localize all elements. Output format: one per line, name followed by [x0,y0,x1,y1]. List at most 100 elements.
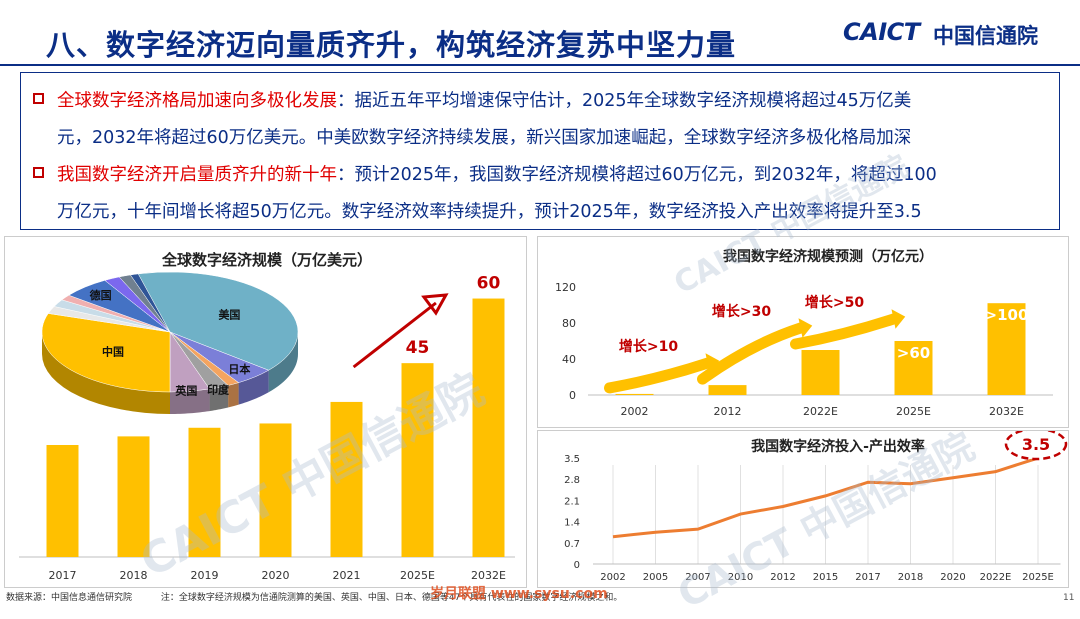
data-label: >60 [897,344,930,362]
pie-slice-label: 英国 [174,384,197,398]
series-line [612,456,1039,539]
chart-title: 我国数字经济投入-产出效率 [751,438,925,455]
pie-slice-side [238,370,269,405]
x-tick-label: 2022E [803,405,838,418]
bullet-1-highlight: 全球数字经济格局加速向多极化发展 [57,91,337,111]
pie-slice-side [268,332,298,393]
bar [401,363,434,557]
china-scale-chart: 我国数字经济规模预测（万亿元） 0 40 80 120 2002 2012 2022E 2025… [555,248,1053,418]
bar [615,393,654,395]
pie-slice-label: 美国 [218,307,240,321]
page-number: 11 [1063,593,1075,603]
bar [987,303,1026,395]
china-scale-panel: 我国数字经济规模预测（万亿元） 0 40 80 120 2002 2012 2022E 2025… [537,236,1069,428]
bar [801,350,840,395]
bullet-1-line-2: 元，2032年将超过60万亿美元。中美欧数字经济持续发展，新兴国家加速崛起，全球… [57,128,912,148]
global-chart-panel: 全球数字经济规模（万亿美元） 2017 2018 2019 2020 2021 2025E 4… [4,236,527,588]
bullet-2-line-2: 万亿元，十年间增长将超50万亿元。数字经济效率持续提升，预计2025年，数字经济… [57,202,922,222]
pie-slice [41,313,171,393]
chart-title: 我国数字经济规模预测（万亿元） [723,248,933,265]
callout-ellipse [1004,427,1068,461]
y-tick-label: 40 [562,353,576,366]
bullet-1-text: ：据近五年平均增速保守估计，2025年全球数字经济规模将超过45万亿美 [337,91,912,111]
x-tick-label: 2032E [471,569,506,582]
x-tick-label: 2002 [600,572,625,583]
x-tick-label: 2002 [621,405,649,418]
china-efficiency-chart: 我国数字经济投入-产出效率 0 0.7 1.4 2.1 2.8 3.5 2002 2005 200… [564,427,1068,583]
growth-arrow [604,357,713,394]
pie-slice [137,271,299,371]
bar [708,385,747,395]
data-label: 45 [406,338,430,358]
x-tick-label: 2021 [333,569,361,582]
growth-label: 增长>30 [712,303,771,320]
x-tick-label: 2010 [728,572,753,583]
bar [46,445,79,557]
x-tick-label: 2025E [400,569,435,582]
summary-box: 全球数字经济格局加速向多极化发展：据近五年平均增速保守估计，2025年全球数字经… [20,72,1060,230]
bullet-1-line-1: 全球数字经济格局加速向多极化发展：据近五年平均增速保守估计，2025年全球数字经… [57,87,911,112]
callout-label: 3.5 [1022,435,1050,454]
y-tick-label: 0.7 [564,539,580,550]
pie-slice-label: 印度 [207,382,230,396]
x-tick-label: 2015 [813,572,838,583]
x-tick-label: 2012 [714,405,742,418]
growth-arrow [697,322,806,385]
pie-slice-label: 日本 [228,362,250,376]
x-tick-label: 2017 [49,569,77,582]
page-title: 八、数字经济迈向量质齐升，构筑经济复苏中坚力量 [46,28,737,62]
bar [472,298,505,557]
growth-arrow-head [798,318,813,338]
logo-chinese-text: 中国信通院 [933,24,1038,48]
footer-source: 数据来源：中国信息通信研究院 [6,593,133,603]
growth-arrow-head [891,309,906,329]
pie-slice-side [42,332,170,414]
trend-arrow-shaft [352,301,437,369]
x-tick-label: 2019 [191,569,219,582]
y-tick-label: 2.8 [564,475,580,486]
pie-slice-label: 德国 [89,288,112,302]
y-tick-label: 3.5 [564,454,580,465]
logo-latin-text: CAICT [843,18,920,46]
footer-note: 注：全球数字经济规模为信通院测算的美国、英国、中国、日本、德国等47个具有代表性… [160,593,623,603]
pie-slice-label: 中国 [102,344,124,358]
bullet-2-line-1: 我国数字经济开启量质齐升的新十年：预计2025年，我国数字经济规模将超过60万亿… [57,161,937,186]
x-tick-label: 2018 [120,569,148,582]
bullet-square-icon [33,93,44,104]
bullet-square-icon [33,167,44,178]
growth-arrow [790,313,899,350]
bar [188,427,221,557]
trend-arrow-head [421,293,449,316]
pie-slice [130,273,171,333]
pie-slice-side [228,382,239,408]
x-tick-label: 2032E [989,405,1024,418]
x-tick-label: 2022E [980,572,1012,583]
bar [894,341,933,395]
bullet-2-highlight: 我国数字经济开启量质齐升的新十年 [57,165,337,185]
bar [330,401,363,557]
x-tick-label: 2025E [896,405,931,418]
chart-title: 全球数字经济规模（万亿美元） [161,251,372,269]
bullet-2-text: ：预计2025年，我国数字经济规模将超过60万亿元，到2032年，将超过100 [337,165,937,185]
header-divider [0,64,1080,66]
footer: 数据来源：中国信息通信研究院 注：全球数字经济规模为信通院测算的美国、英国、中国… [6,590,622,603]
y-tick-label: 80 [562,317,576,330]
y-tick-label: 120 [555,281,576,294]
growth-label: 增长>10 [619,338,678,355]
x-tick-label: 2020 [262,569,290,582]
x-tick-label: 2007 [685,572,710,583]
data-label: 60 [477,274,501,294]
data-label: >100 [985,306,1029,324]
pie-slice-side [170,389,210,414]
x-tick-label: 2018 [898,572,923,583]
header: 八、数字经济迈向量质齐升，构筑经济复苏中坚力量 CAICT 中国信通院 [0,0,1080,66]
y-tick-label: 0 [574,560,580,571]
x-tick-label: 2020 [940,572,965,583]
y-tick-label: 0 [569,389,576,402]
x-tick-label: 2012 [770,572,795,583]
x-tick-label: 2017 [855,572,880,583]
china-efficiency-panel: 我国数字经济投入-产出效率 0 0.7 1.4 2.1 2.8 3.5 2002 2005 200… [537,427,1069,588]
y-tick-label: 1.4 [564,518,580,529]
growth-label: 增长>50 [805,294,864,311]
global-chart: 全球数字经济规模（万亿美元） 2017 2018 2019 2020 2021 2025E 4… [19,251,515,582]
